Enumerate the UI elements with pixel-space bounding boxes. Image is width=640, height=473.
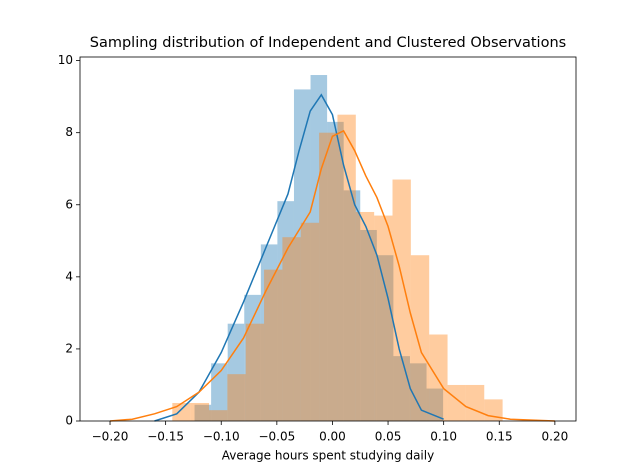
x-tick-label: −0.10 [203,430,240,444]
histogram-bar [465,384,485,421]
x-tick-label: 0.15 [486,430,513,444]
histogram-bar [319,132,338,421]
histogram-bar [260,244,278,421]
kde-line [109,129,555,422]
kde-line [154,93,444,422]
histogram-bar [211,363,228,421]
x-tick-label: −0.05 [258,430,295,444]
x-tick-label: 0.10 [430,430,457,444]
histogram-bar [209,410,228,421]
y-tick-label: 10 [58,53,73,67]
histogram-bar [172,402,191,421]
histogram-bar [409,363,427,421]
y-tick-label: 2 [65,341,73,355]
y-tick-label: 4 [65,269,73,283]
x-axis-label: Average hours spent studying daily [222,449,434,463]
histogram-bar [447,384,466,421]
histogram-bar [374,215,393,421]
histogram-bar [277,201,294,421]
histogram-bar [355,211,375,421]
x-tick-label: 0.05 [375,430,402,444]
histogram-bar [310,75,328,421]
histogram-bar [194,404,212,421]
histogram-bar [227,323,245,421]
histogram-bar [376,255,394,421]
histogram-bar [190,402,210,421]
histogram-bar [327,121,344,422]
histogram-bar [429,334,448,421]
histogram-bar [245,323,265,421]
histogram-bar [337,114,356,422]
histogram-bar [227,374,246,421]
histogram-bar [392,179,411,421]
chart-title: Sampling distribution of Independent and… [90,35,566,51]
x-tick-label: −0.20 [92,430,129,444]
histogram-bar [293,89,311,422]
histogram-bar [426,388,444,421]
histogram-bar [410,255,430,421]
histogram-bar [343,190,361,421]
histogram-bar [264,269,283,421]
x-tick-label: 0.20 [542,430,569,444]
y-tick-label: 6 [65,197,73,211]
y-tick-label: 8 [65,125,73,139]
x-tick-label: 0.00 [319,430,346,444]
histogram-bar [282,237,301,421]
x-tick-label: −0.15 [147,430,184,444]
plot-frame [79,56,577,422]
histogram-bar [360,229,377,421]
y-tick-label: 0 [65,414,73,428]
histogram-bar [300,222,320,421]
